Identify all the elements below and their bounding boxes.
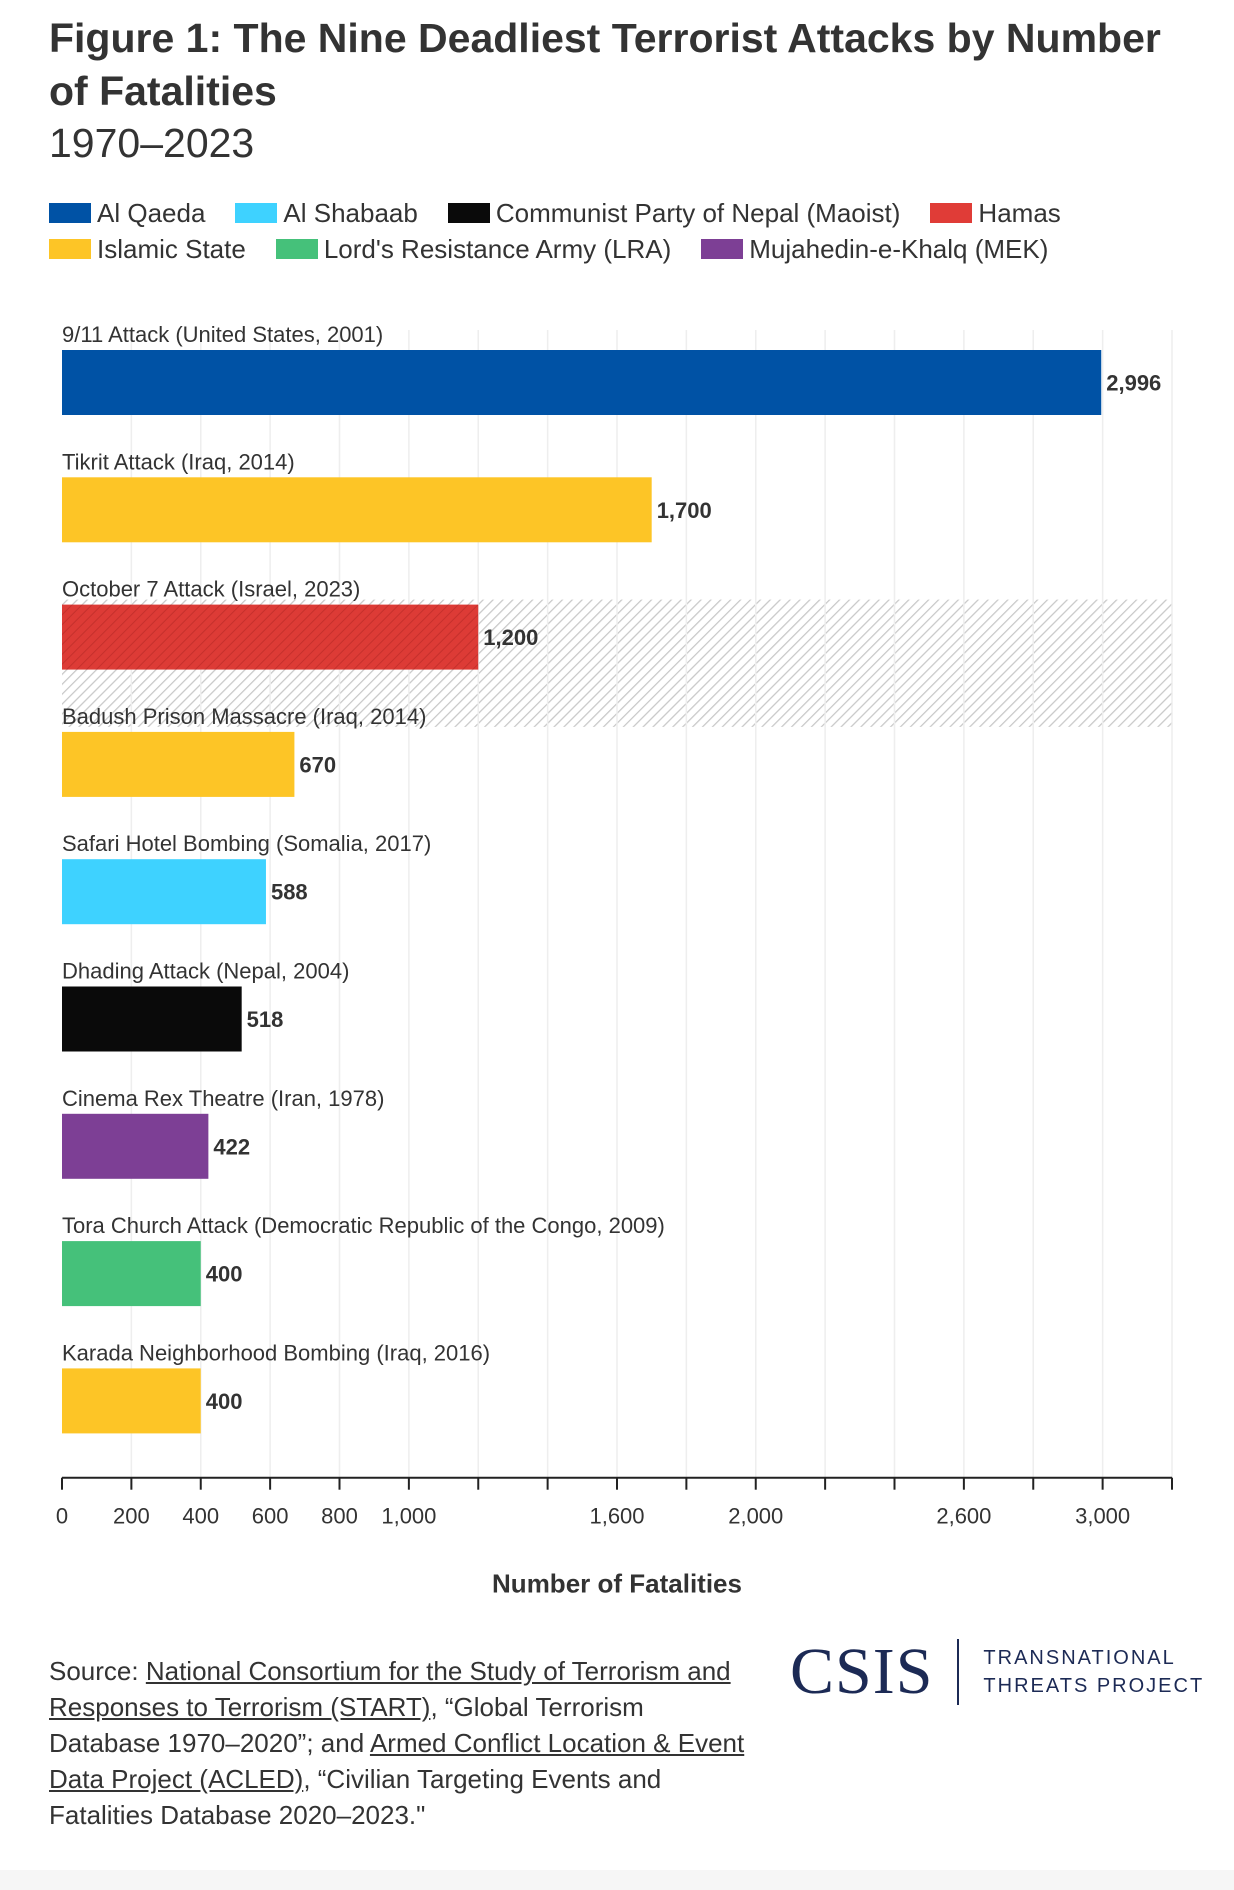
legend-label: Islamic State — [97, 234, 246, 264]
category-label: 9/11 Attack (United States, 2001) — [62, 322, 383, 347]
legend-swatch — [930, 203, 973, 223]
legend-label: Hamas — [978, 198, 1061, 228]
category-label: Cinema Rex Theatre (Iran, 1978) — [62, 1086, 384, 1111]
x-axis-title: Number of Fatalities — [492, 1569, 742, 1599]
source-prefix: Source: — [49, 1656, 146, 1686]
logo-divider — [957, 1639, 960, 1705]
legend-item: Mujahedin-e-Khalq (MEK) — [701, 234, 1048, 264]
category-label: Tikrit Attack (Iraq, 2014) — [62, 449, 295, 474]
legend-label: Lord's Resistance Army (LRA) — [323, 234, 672, 264]
csis-wordmark: CSIS — [790, 1635, 934, 1708]
bar — [62, 1113, 209, 1179]
category-label: October 7 Attack (Israel, 2023) — [62, 577, 360, 602]
legend-item: Al Qaeda — [49, 198, 205, 228]
data-label: 518 — [247, 1007, 284, 1032]
data-label: 422 — [213, 1134, 250, 1159]
bar — [62, 604, 479, 670]
csis-logo: CSIS TRANSNATIONAL THREATS PROJECT — [790, 1637, 1204, 1707]
legend-item: Al Shabaab — [235, 198, 418, 228]
legend-swatch — [49, 239, 91, 259]
bar — [62, 350, 1102, 415]
x-tick-label: 200 — [113, 1504, 150, 1529]
data-label: 400 — [206, 1389, 243, 1414]
logo-tagline-1: TRANSNATIONAL — [983, 1647, 1176, 1669]
legend-label: Mujahedin-e-Khalq (MEK) — [749, 234, 1049, 264]
bar — [62, 477, 652, 543]
x-tick-label: 600 — [252, 1504, 289, 1529]
chart-subtitle: 1970–2023 — [49, 120, 255, 166]
data-label: 400 — [206, 1262, 243, 1287]
category-label: Safari Hotel Bombing (Somalia, 2017) — [62, 831, 431, 856]
data-label: 588 — [271, 880, 308, 905]
start-link[interactable]: National Consortium for the Study of Ter… — [49, 1656, 731, 1722]
source-note: Source: National Consortium for the Stud… — [49, 1653, 749, 1833]
category-label: Tora Church Attack (Democratic Republic … — [62, 1213, 665, 1238]
source-suffix: , “Civilian Targeting Events and Fatalit… — [49, 1764, 662, 1830]
legend-label: Communist Party of Nepal (Maoist) — [495, 198, 901, 228]
legend-swatch — [447, 203, 490, 223]
category-label: Badush Prison Massacre (Iraq, 2014) — [62, 704, 426, 729]
legend: Al Qaeda Al Shabaab Communist Party of Nep… — [49, 198, 1199, 264]
data-label: 1,700 — [657, 498, 712, 523]
data-label: 1,200 — [483, 625, 538, 650]
legend-label: Al Qaeda — [97, 198, 206, 228]
bar — [62, 731, 295, 797]
x-tick-label: 2,000 — [728, 1504, 783, 1529]
bar — [62, 859, 266, 925]
legend-swatch — [49, 203, 91, 223]
chart-title: Figure 1: The Nine Deadliest Terrorist A… — [49, 15, 1161, 114]
legend-swatch — [701, 239, 744, 259]
x-tick-label: 0 — [56, 1504, 68, 1529]
legend-item: Lord's Resistance Army (LRA) — [275, 234, 672, 264]
legend-item: Islamic State — [49, 234, 246, 264]
legend-item: Hamas — [930, 198, 1061, 228]
source-mid: , “Global Terrorism Database 1970–2020”;… — [49, 1692, 644, 1758]
logo-tagline-2: THREATS PROJECT — [983, 1675, 1205, 1697]
x-tick-label: 2,600 — [936, 1504, 991, 1529]
x-tick-label: 1,600 — [589, 1504, 644, 1529]
legend-swatch — [235, 203, 278, 223]
legend-swatch — [275, 239, 318, 259]
bar-chart: 9/11 Attack (United States, 2001) 2,996 Ti… — [56, 322, 1173, 1599]
bar — [62, 1241, 201, 1307]
category-label: Karada Neighborhood Bombing (Iraq, 2016) — [62, 1340, 490, 1365]
data-label: 670 — [299, 752, 336, 777]
x-tick-label: 800 — [321, 1504, 358, 1529]
x-tick-label: 1,000 — [381, 1504, 436, 1529]
x-tick-label: 400 — [182, 1504, 219, 1529]
bar — [62, 986, 242, 1052]
legend-item: Communist Party of Nepal (Maoist) — [447, 198, 901, 228]
category-label: Dhading Attack (Nepal, 2004) — [62, 959, 349, 984]
acled-link[interactable]: Armed Conflict Location & Event Data Pro… — [49, 1728, 745, 1794]
legend-label: Al Shabaab — [283, 198, 418, 228]
bar — [62, 1368, 201, 1434]
data-label: 2,996 — [1106, 371, 1161, 396]
x-tick-label: 3,000 — [1075, 1504, 1130, 1529]
